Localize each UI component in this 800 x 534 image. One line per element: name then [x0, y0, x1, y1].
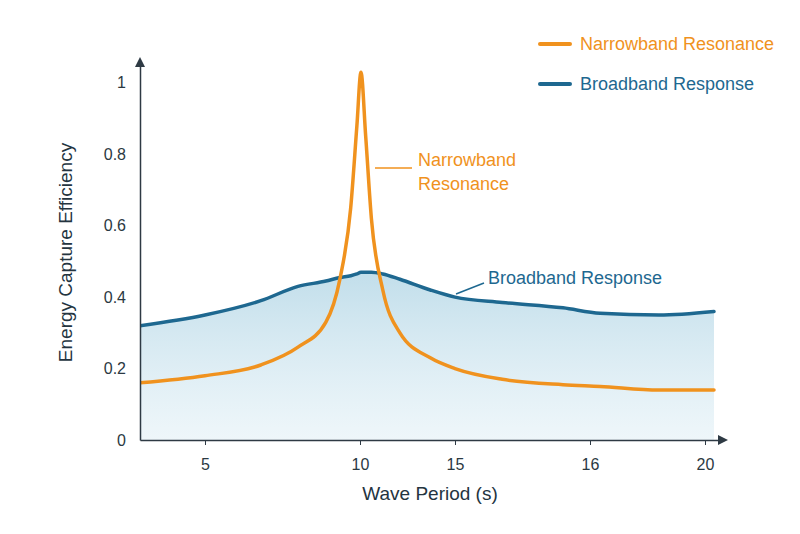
legend-label: Narrowband Resonance	[580, 34, 774, 54]
x-tick-label: 15	[447, 456, 465, 473]
annotation-leader	[375, 167, 412, 169]
y-tick-label: 0.4	[104, 289, 126, 306]
legend-label: Broadband Response	[580, 74, 754, 94]
x-tick-label: 5	[201, 456, 210, 473]
x-axis-title: Wave Period (s)	[362, 483, 498, 504]
chart: 5 10 15 16 20 0 0.2 0.4 0.6 0.8 1 Wave Period (s) En…	[0, 0, 800, 534]
x-tick-label: 16	[582, 456, 600, 473]
y-tick: 0.6	[104, 217, 140, 234]
plot-area	[140, 72, 714, 440]
x-axis-line	[141, 440, 721, 442]
y-tick-label: 1	[117, 74, 126, 91]
x-tick: 15	[447, 440, 465, 473]
y-axis-line	[140, 66, 142, 441]
x-tick-mark	[455, 440, 456, 445]
annotation: Broadband Response	[488, 268, 662, 288]
y-tick-label: 0.8	[104, 146, 126, 163]
y-tick: 0	[117, 432, 140, 449]
x-tick: 16	[582, 440, 600, 473]
y-tick: 0.4	[104, 289, 140, 306]
y-tick: 0.2	[104, 360, 140, 377]
y-tick: 1	[117, 74, 140, 91]
annotations: NarrowbandResonance Broadband Response	[375, 150, 662, 294]
x-tick-mark	[705, 440, 706, 445]
y-tick-label: 0.2	[104, 360, 126, 377]
x-tick-label: 10	[352, 456, 370, 473]
x-tick: 20	[697, 440, 715, 473]
x-tick: 5	[201, 440, 210, 473]
annotation-leader	[456, 283, 484, 294]
x-axis-arrow	[718, 435, 728, 445]
y-axis-title: Energy Capture Efficiency	[55, 142, 76, 362]
legend: Narrowband Resonance Broadband Response	[540, 34, 774, 94]
x-tick-mark	[590, 440, 591, 445]
x-tick: 10	[352, 440, 370, 473]
y-axis: 0 0.2 0.4 0.6 0.8 1	[104, 66, 141, 449]
x-tick-mark	[205, 440, 206, 445]
y-tick: 0.8	[104, 146, 140, 163]
legend-swatch	[540, 42, 570, 46]
y-tick-label: 0	[117, 432, 126, 449]
x-axis: 5 10 15 16 20	[141, 440, 721, 473]
legend-swatch	[540, 82, 570, 86]
annotation: NarrowbandResonance	[418, 150, 516, 194]
x-tick-label: 20	[697, 456, 715, 473]
y-tick-label: 0.6	[104, 217, 126, 234]
series-line	[140, 72, 714, 390]
y-axis-arrow	[135, 57, 145, 67]
x-tick-mark	[360, 440, 361, 445]
